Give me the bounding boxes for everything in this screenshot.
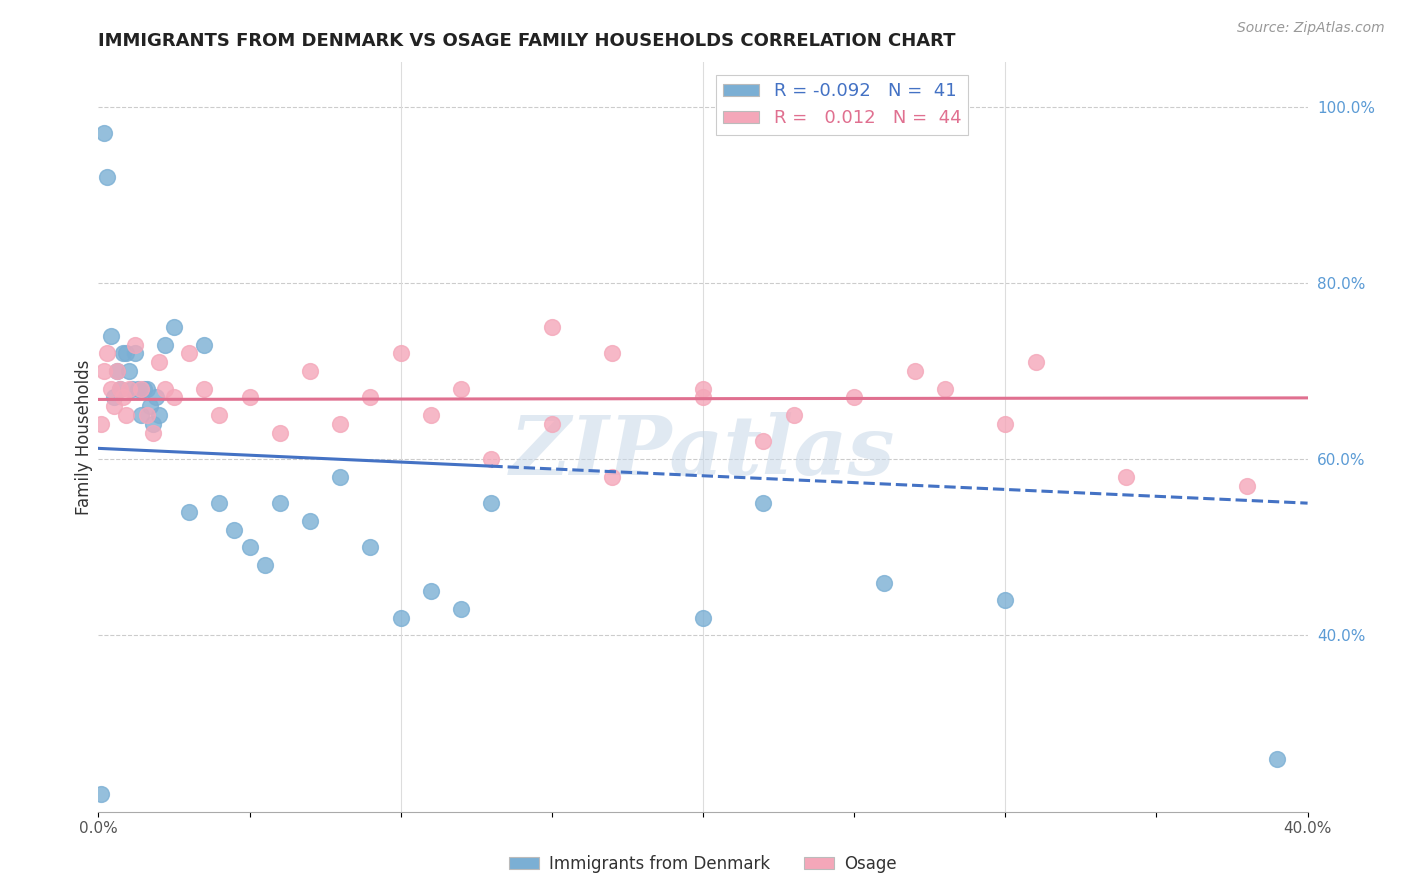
Point [121, 382, 143, 396]
Point [124, 346, 146, 360]
Point [783, 408, 806, 422]
Point [179, 346, 201, 360]
Point [224, 523, 246, 537]
Point [103, 399, 125, 413]
Point [692, 611, 714, 625]
Point [103, 391, 125, 405]
Text: IMMIGRANTS FROM DENMARK VS OSAGE FAMILY HOUSEHOLDS CORRELATION CHART: IMMIGRANTS FROM DENMARK VS OSAGE FAMILY … [98, 32, 956, 50]
Point [132, 382, 155, 396]
Point [163, 319, 186, 334]
Point [142, 425, 165, 440]
Point [360, 541, 382, 555]
Point [139, 399, 162, 413]
Legend: Immigrants from Denmark, Osage: Immigrants from Denmark, Osage [503, 848, 903, 880]
Point [111, 346, 134, 360]
Point [540, 319, 562, 334]
Point [124, 337, 146, 351]
Point [193, 382, 215, 396]
Point [253, 558, 276, 572]
Point [692, 382, 714, 396]
Point [208, 408, 231, 422]
Point [239, 391, 262, 405]
Point [692, 391, 714, 405]
Point [208, 496, 231, 510]
Point [299, 514, 322, 528]
Point [934, 382, 956, 396]
Point [193, 337, 215, 351]
Point [135, 382, 157, 396]
Point [873, 575, 896, 590]
Point [108, 382, 131, 396]
Point [450, 382, 472, 396]
Point [1115, 469, 1137, 483]
Text: Source: ZipAtlas.com: Source: ZipAtlas.com [1237, 21, 1385, 35]
Point [269, 496, 291, 510]
Point [904, 364, 927, 378]
Point [114, 346, 136, 360]
Point [1236, 478, 1258, 492]
Point [105, 364, 128, 378]
Point [127, 382, 149, 396]
Point [420, 584, 443, 599]
Point [148, 408, 170, 422]
Point [179, 505, 201, 519]
Legend: R = -0.092   N =  41, R =   0.012   N =  44: R = -0.092 N = 41, R = 0.012 N = 44 [716, 75, 969, 135]
Point [329, 417, 352, 431]
Point [90, 417, 112, 431]
Point [108, 382, 131, 396]
Point [163, 391, 186, 405]
Point [239, 541, 262, 555]
Point [96, 169, 118, 184]
Point [100, 328, 122, 343]
Point [129, 382, 152, 396]
Text: ZIPatlas: ZIPatlas [510, 412, 896, 492]
Point [96, 346, 118, 360]
Point [602, 346, 624, 360]
Point [1024, 355, 1046, 369]
Point [602, 469, 624, 483]
Point [994, 593, 1017, 607]
Point [299, 364, 322, 378]
Y-axis label: Family Households: Family Households [75, 359, 93, 515]
Point [389, 346, 412, 360]
Point [360, 391, 382, 405]
Point [111, 391, 134, 405]
Point [540, 417, 562, 431]
Point [142, 417, 165, 431]
Point [129, 408, 152, 422]
Point [994, 417, 1017, 431]
Point [269, 425, 291, 440]
Point [481, 496, 503, 510]
Point [135, 408, 157, 422]
Point [100, 382, 122, 396]
Point [1267, 752, 1289, 766]
Point [481, 452, 503, 467]
Point [329, 469, 352, 483]
Point [450, 602, 472, 616]
Point [420, 408, 443, 422]
Point [752, 496, 775, 510]
Point [105, 364, 128, 378]
Point [114, 408, 136, 422]
Point [153, 337, 176, 351]
Point [93, 364, 115, 378]
Point [93, 126, 115, 140]
Point [153, 382, 176, 396]
Point [145, 391, 167, 405]
Point [844, 391, 866, 405]
Point [90, 787, 112, 801]
Point [148, 355, 170, 369]
Point [389, 611, 412, 625]
Point [752, 434, 775, 449]
Point [118, 364, 141, 378]
Point [118, 382, 141, 396]
